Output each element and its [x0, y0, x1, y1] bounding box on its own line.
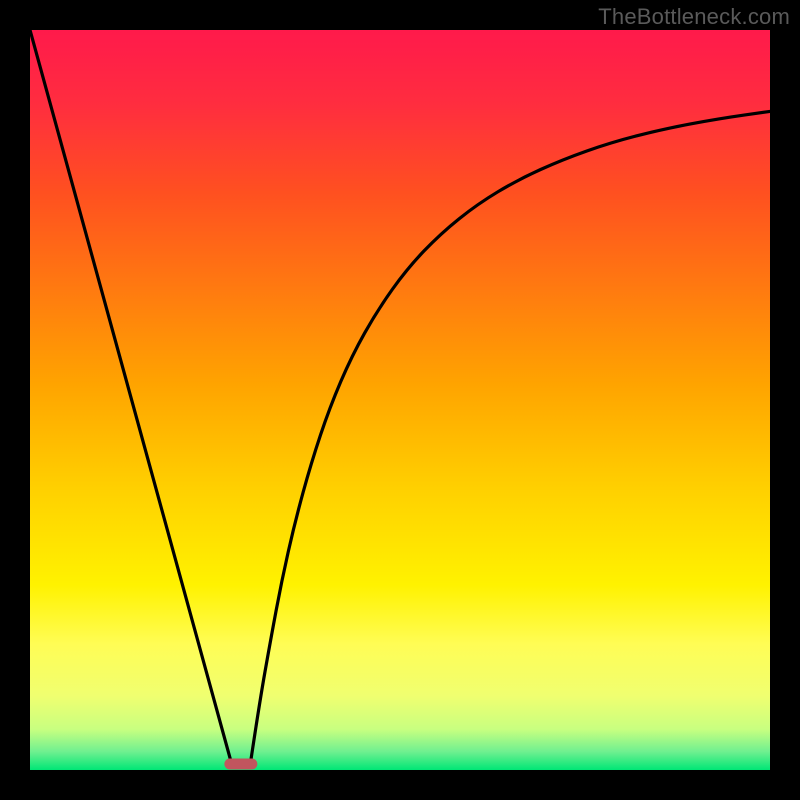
bottleneck-curve [30, 30, 770, 770]
vertex-marker [224, 759, 257, 770]
chart-root: TheBottleneck.com [0, 0, 800, 800]
left-branch [30, 30, 231, 763]
plot-area [30, 30, 770, 770]
right-branch [251, 111, 770, 762]
watermark-text: TheBottleneck.com [598, 4, 790, 30]
